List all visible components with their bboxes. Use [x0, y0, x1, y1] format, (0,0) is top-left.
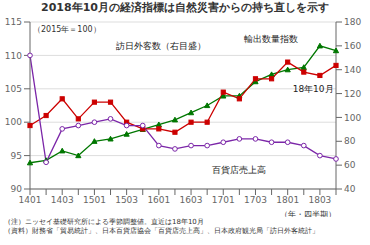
svg-text:1403: 1403: [51, 195, 74, 205]
html-text:（2015年＝100）: （2015年＝100）: [33, 25, 101, 34]
svg-text:100: 100: [8, 117, 22, 127]
svg-text:1703: 1703: [244, 195, 267, 205]
svg-text:1803: 1803: [308, 195, 331, 205]
svg-text:1801: 1801: [276, 195, 299, 205]
svg-text:百貨店売上高: 百貨店売上高: [212, 165, 266, 175]
svg-text:1503: 1503: [115, 195, 138, 205]
svg-text:80: 80: [344, 136, 356, 146]
svg-text:18年10月: 18年10月: [293, 84, 334, 94]
svg-text:1601: 1601: [147, 195, 170, 205]
svg-text:1401: 1401: [19, 195, 42, 205]
svg-text:160: 160: [344, 41, 361, 51]
svg-text:100: 100: [344, 113, 361, 123]
svg-text:90: 90: [11, 184, 23, 194]
svg-text:105: 105: [8, 84, 22, 94]
html-text:（注）ニッセイ基礎研究所による季節調整値。直近は18年10月: （注）ニッセイ基礎研究所による季節調整値。直近は18年10月: [4, 218, 204, 226]
html-text:（資料）財務省「貿易統計」、日本百貨店協会「百貨店売上高」、: （資料）財務省「貿易統計」、日本百貨店協会「百貨店売上高」、日本政府観光局「訪日…: [4, 227, 319, 235]
svg-text:60: 60: [344, 160, 356, 170]
svg-text:1701: 1701: [212, 195, 235, 205]
html-text:2018年10月の経済指標は自然災害からの持ち直しを示す: 2018年10月の経済指標は自然災害からの持ち直しを示す: [41, 1, 329, 14]
svg-text:140: 140: [344, 65, 361, 75]
svg-text:95: 95: [11, 151, 22, 161]
svg-text:（年・四半期）: （年・四半期）: [280, 210, 336, 217]
svg-text:輸出数量指数: 輸出数量指数: [244, 34, 298, 44]
svg-text:1603: 1603: [180, 195, 203, 205]
svg-text:180: 180: [344, 17, 361, 27]
svg-text:1501: 1501: [83, 195, 106, 205]
svg-text:115: 115: [8, 17, 22, 27]
svg-text:110: 110: [8, 51, 22, 61]
svg-text:120: 120: [344, 89, 361, 99]
svg-text:40: 40: [344, 184, 356, 194]
svg-text:訪日外客数（右目盛）: 訪日外客数（右目盛）: [116, 41, 206, 51]
